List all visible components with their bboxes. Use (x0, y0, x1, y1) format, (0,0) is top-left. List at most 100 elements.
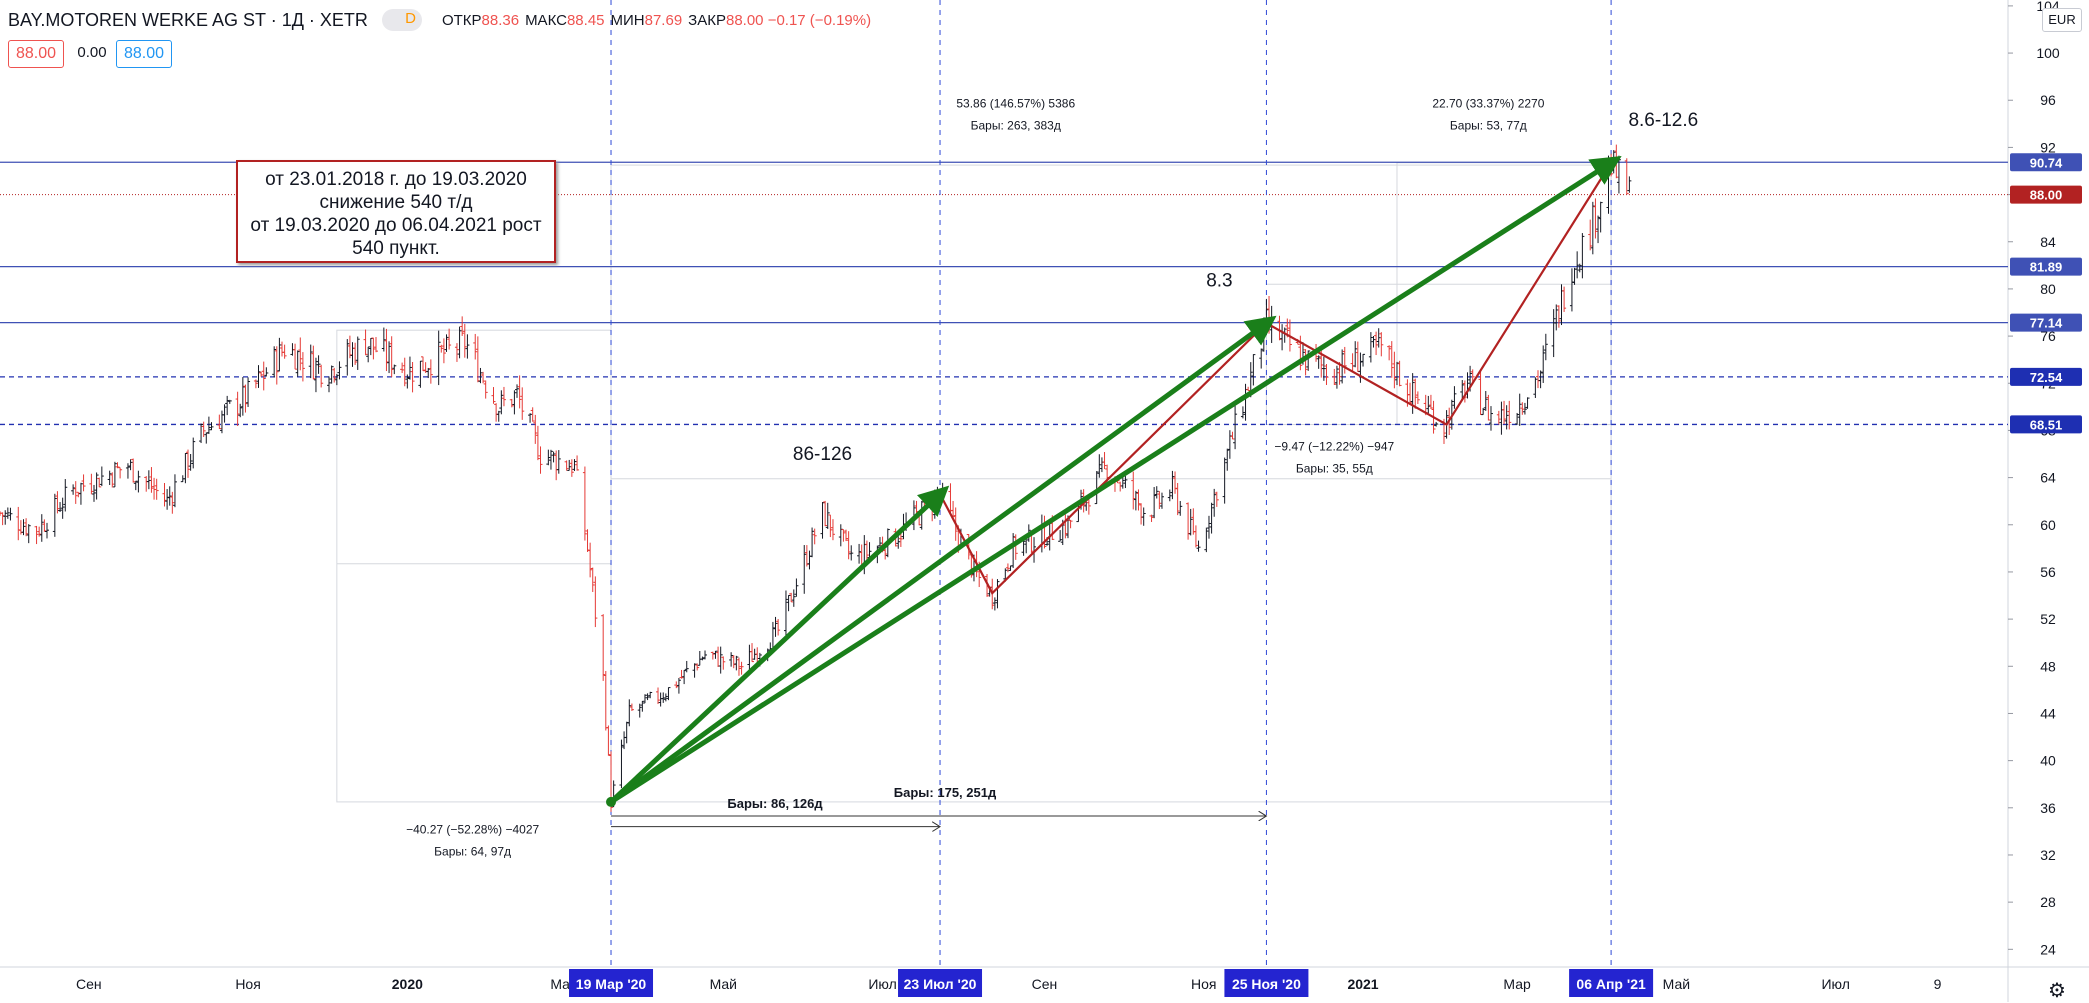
ohlc-bar (1222, 457, 1227, 504)
ohlc-bar (679, 669, 684, 679)
ohlc-bar (1515, 412, 1520, 425)
gear-icon[interactable]: ⚙ (2048, 980, 2066, 1002)
ohlc-bar (1021, 540, 1026, 556)
ohlc-bar (1131, 471, 1136, 510)
last-price-label: 88.00 (2010, 185, 2082, 204)
ohlc-bar (520, 387, 525, 420)
symbol-title[interactable]: BAY.MOTOREN WERKE AG ST · 1Д · XETR (8, 9, 368, 30)
ohlc-bar (225, 395, 230, 416)
ohlc-bar (716, 646, 721, 667)
ohlc-bar (1159, 492, 1164, 509)
ohlc-bar (457, 326, 462, 359)
data-status-badge[interactable]: D (381, 9, 422, 31)
ohlc-bar (546, 449, 551, 466)
y-tick-label: 76 (2040, 328, 2056, 344)
ohlc-bar (1334, 365, 1339, 389)
measurement-label: −40.27 (−52.28%) −4027 (406, 823, 539, 837)
spread-value: 0.00 (77, 44, 107, 61)
ohlc-bar (243, 384, 248, 413)
ohlc-bar (428, 359, 433, 384)
svg-text:19 Мар '20: 19 Мар '20 (576, 976, 647, 992)
ohlc-bar (1246, 386, 1251, 391)
note-line: от 19.03.2020 до 06.04.2021 рост (250, 215, 542, 236)
ohlc-bar (747, 644, 752, 672)
svg-text:06 Апр '21: 06 Апр '21 (1576, 976, 1646, 992)
x-tick-label: Май (710, 976, 737, 992)
ohlc-bar (63, 479, 68, 512)
ohlc-bar (165, 489, 170, 510)
low-value: 87.69 (644, 11, 683, 29)
ohlc-bar (191, 437, 196, 469)
y-tick-label: 44 (2040, 705, 2056, 721)
ohlc-bar (588, 542, 593, 578)
ohlc-bar (42, 519, 47, 532)
ohlc-bar (0, 512, 5, 526)
buy-price-box[interactable]: 88.00 (116, 40, 172, 68)
ohlc-bar (259, 371, 264, 377)
ohlc-bar (1452, 386, 1457, 409)
ohlc-bar (316, 355, 321, 374)
price-level-label: 81.89 (2010, 257, 2082, 276)
ohlc-bar (1520, 402, 1525, 415)
x-tick-label: Июл (868, 976, 896, 992)
ohlc-bar (1522, 402, 1527, 415)
ohlc-bar (640, 700, 645, 712)
open-value: 88.36 (481, 11, 520, 29)
ohlc-bar (530, 407, 535, 422)
svg-text:90.74: 90.74 (2030, 155, 2063, 170)
green-trend-arrow (609, 315, 1277, 804)
ohlc-bar (16, 506, 21, 541)
ohlc-bar (564, 460, 569, 471)
ohlc-bar (183, 452, 188, 484)
ohlc-bar (81, 474, 86, 492)
ohlc-bar (1551, 309, 1556, 358)
ohlc-bar (118, 467, 123, 479)
ohlc-bar (253, 379, 258, 389)
ohlc-bar (387, 341, 392, 374)
ohlc-bar (1316, 355, 1321, 369)
ohlc-bar (131, 458, 136, 483)
date-highlight-label: 23 Июл '20 (898, 969, 983, 997)
x-tick-label: Сен (76, 976, 102, 992)
ohlc-bar (78, 482, 83, 505)
ohlc-bar (567, 459, 572, 471)
ohlc-bar (136, 470, 141, 493)
ohlc-bar (590, 567, 595, 592)
ohlc-bar (1575, 251, 1580, 279)
ohlc-bar (496, 410, 501, 422)
ohlc-bar (219, 410, 224, 434)
ohlc-bar (146, 470, 151, 490)
y-tick-label: 28 (2040, 894, 2056, 910)
ohlc-bar (21, 519, 26, 536)
ohlc-bar (1624, 158, 1629, 195)
ohlc-bar (1068, 519, 1073, 529)
sell-price-box[interactable]: 88.00 (8, 40, 64, 68)
ohlc-bar (1538, 370, 1543, 389)
y-tick-label: 56 (2040, 564, 2056, 580)
ohlc-bar (1358, 352, 1363, 383)
ohlc-bar (1154, 486, 1159, 499)
ohlc-bar (1212, 488, 1217, 517)
ohlc-bar (24, 518, 29, 537)
price-level-label: 68.51 (2010, 415, 2082, 434)
ohlc-bar (1543, 333, 1548, 361)
ohlc-bar (1462, 380, 1467, 403)
y-tick-label: 40 (2040, 753, 2056, 769)
ohlc-bar (823, 500, 828, 527)
ohlc-bar (1361, 353, 1366, 367)
ohlc-bar (1225, 448, 1230, 471)
text-note-box[interactable]: от 23.01.2018 г. до 19.03.2020 снижение … (236, 160, 556, 263)
ohlc-bar (844, 529, 849, 542)
currency-button[interactable]: EUR (2042, 8, 2082, 32)
ohlc-bar (447, 328, 452, 350)
price-level-label: 90.74 (2010, 153, 2082, 172)
ohlc-bar (311, 345, 316, 380)
ohlc-bar (1374, 331, 1379, 356)
ohlc-bar (5, 507, 10, 519)
ohlc-bar (332, 367, 337, 383)
ohlc-bar (491, 387, 496, 404)
ohlc-bar (804, 545, 809, 567)
ohlc-bar (622, 731, 627, 750)
ohlc-bar (201, 421, 206, 437)
